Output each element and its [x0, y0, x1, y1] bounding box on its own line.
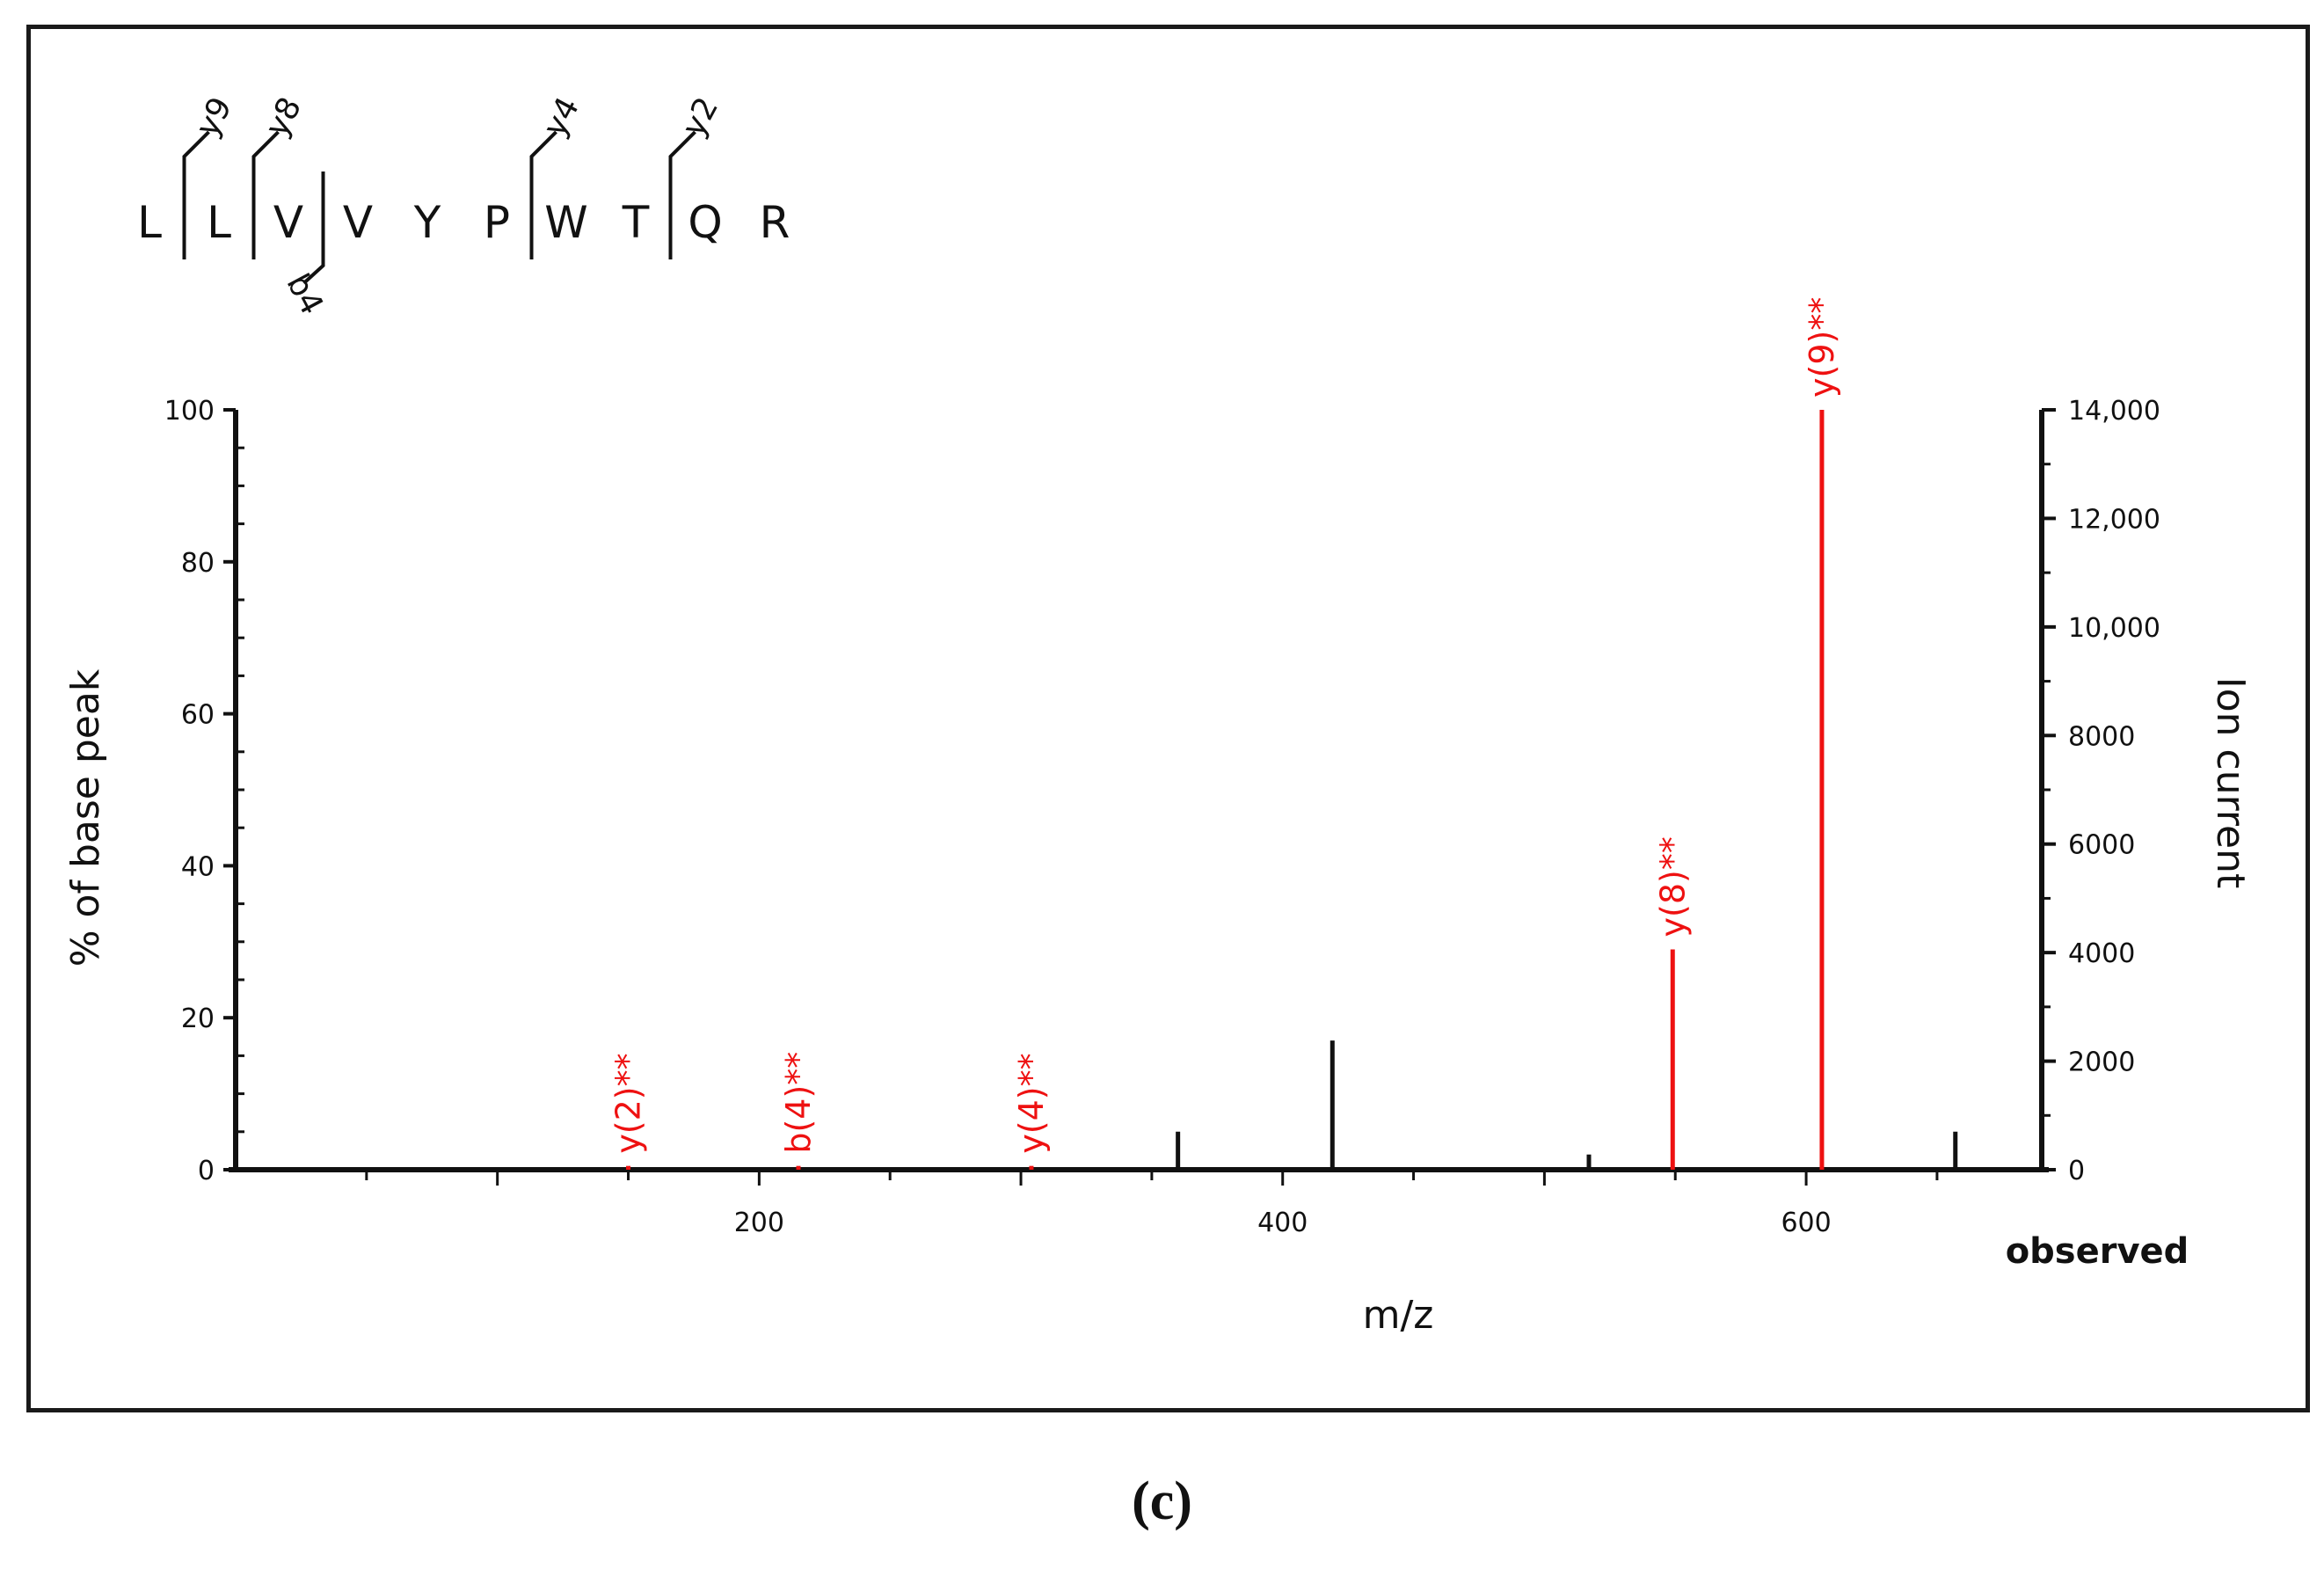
- fragment-label: b4: [280, 268, 331, 321]
- fragment-marker: [529, 130, 557, 259]
- sequence-residue: Y: [413, 197, 441, 248]
- chart-peaks: y(2)** b(4)** y(4)** y(8)** y(9)**: [609, 297, 1958, 1170]
- fragment-marker: [251, 130, 280, 259]
- y-axis-label: % of base peak: [63, 668, 108, 967]
- y-tick-label: 80: [181, 548, 215, 579]
- y-tick-label: 0: [198, 1156, 215, 1186]
- sequence-residue: V: [273, 197, 303, 248]
- fragment-label: y2: [675, 91, 725, 142]
- fragment-marker: [668, 130, 696, 259]
- fragment-label: y4: [536, 91, 586, 142]
- peak-label: y(9)**: [1803, 297, 1841, 398]
- sequence-residue: Q: [688, 197, 722, 248]
- sequence-residue: L: [137, 197, 162, 248]
- peak-label: b(4)**: [779, 1052, 818, 1154]
- fragment-marker: [302, 171, 325, 285]
- y2-axis-label: Ion current: [2208, 677, 2253, 889]
- y2-tick-label: 4000: [2068, 938, 2135, 969]
- x-tick-label: 400: [1257, 1208, 1308, 1238]
- fragment-label: y8: [259, 91, 309, 142]
- figure-frame: [26, 25, 2310, 1412]
- x-axis-label: m/z: [1363, 1293, 1434, 1338]
- x-tick-label: 600: [1781, 1208, 1831, 1238]
- peak-label: y(8)**: [1653, 836, 1692, 937]
- figure-caption: (c): [1132, 1471, 1192, 1531]
- peak-label: y(2)**: [609, 1053, 648, 1153]
- y-tick-label: 20: [181, 1003, 215, 1034]
- sequence-residue: V: [343, 197, 373, 248]
- y2-tick-label: 12,000: [2068, 504, 2160, 535]
- sequence-residue: T: [622, 197, 650, 248]
- chart-axis-labels: m/z % of base peak Ion current observed: [63, 668, 2253, 1338]
- y-tick-label: 60: [181, 700, 215, 731]
- sequence-residue: L: [207, 197, 231, 248]
- fragment-label: y9: [189, 91, 239, 142]
- x-tick-label: 200: [734, 1208, 784, 1238]
- y-tick-label: 40: [181, 851, 215, 882]
- peak-label: y(4)**: [1012, 1053, 1051, 1153]
- y2-tick-label: 0: [2068, 1156, 2085, 1186]
- chart-axes: 0 20 40 60 80 100 0 2000 4000 6000 8000 10,000 12,00…: [164, 396, 2160, 1238]
- sequence-residue: W: [544, 197, 587, 248]
- y-tick-label: 100: [164, 396, 215, 427]
- fragment-marker: [182, 130, 210, 259]
- y2-tick-label: 14,000: [2068, 396, 2160, 427]
- observed-label: observed: [2006, 1231, 2189, 1272]
- y2-tick-label: 2000: [2068, 1047, 2135, 1078]
- y2-tick-label: 6000: [2068, 830, 2135, 861]
- y2-tick-label: 8000: [2068, 721, 2135, 752]
- y2-tick-label: 10,000: [2068, 613, 2160, 644]
- sequence-residue: R: [760, 197, 790, 248]
- sequence-residue: P: [484, 197, 510, 248]
